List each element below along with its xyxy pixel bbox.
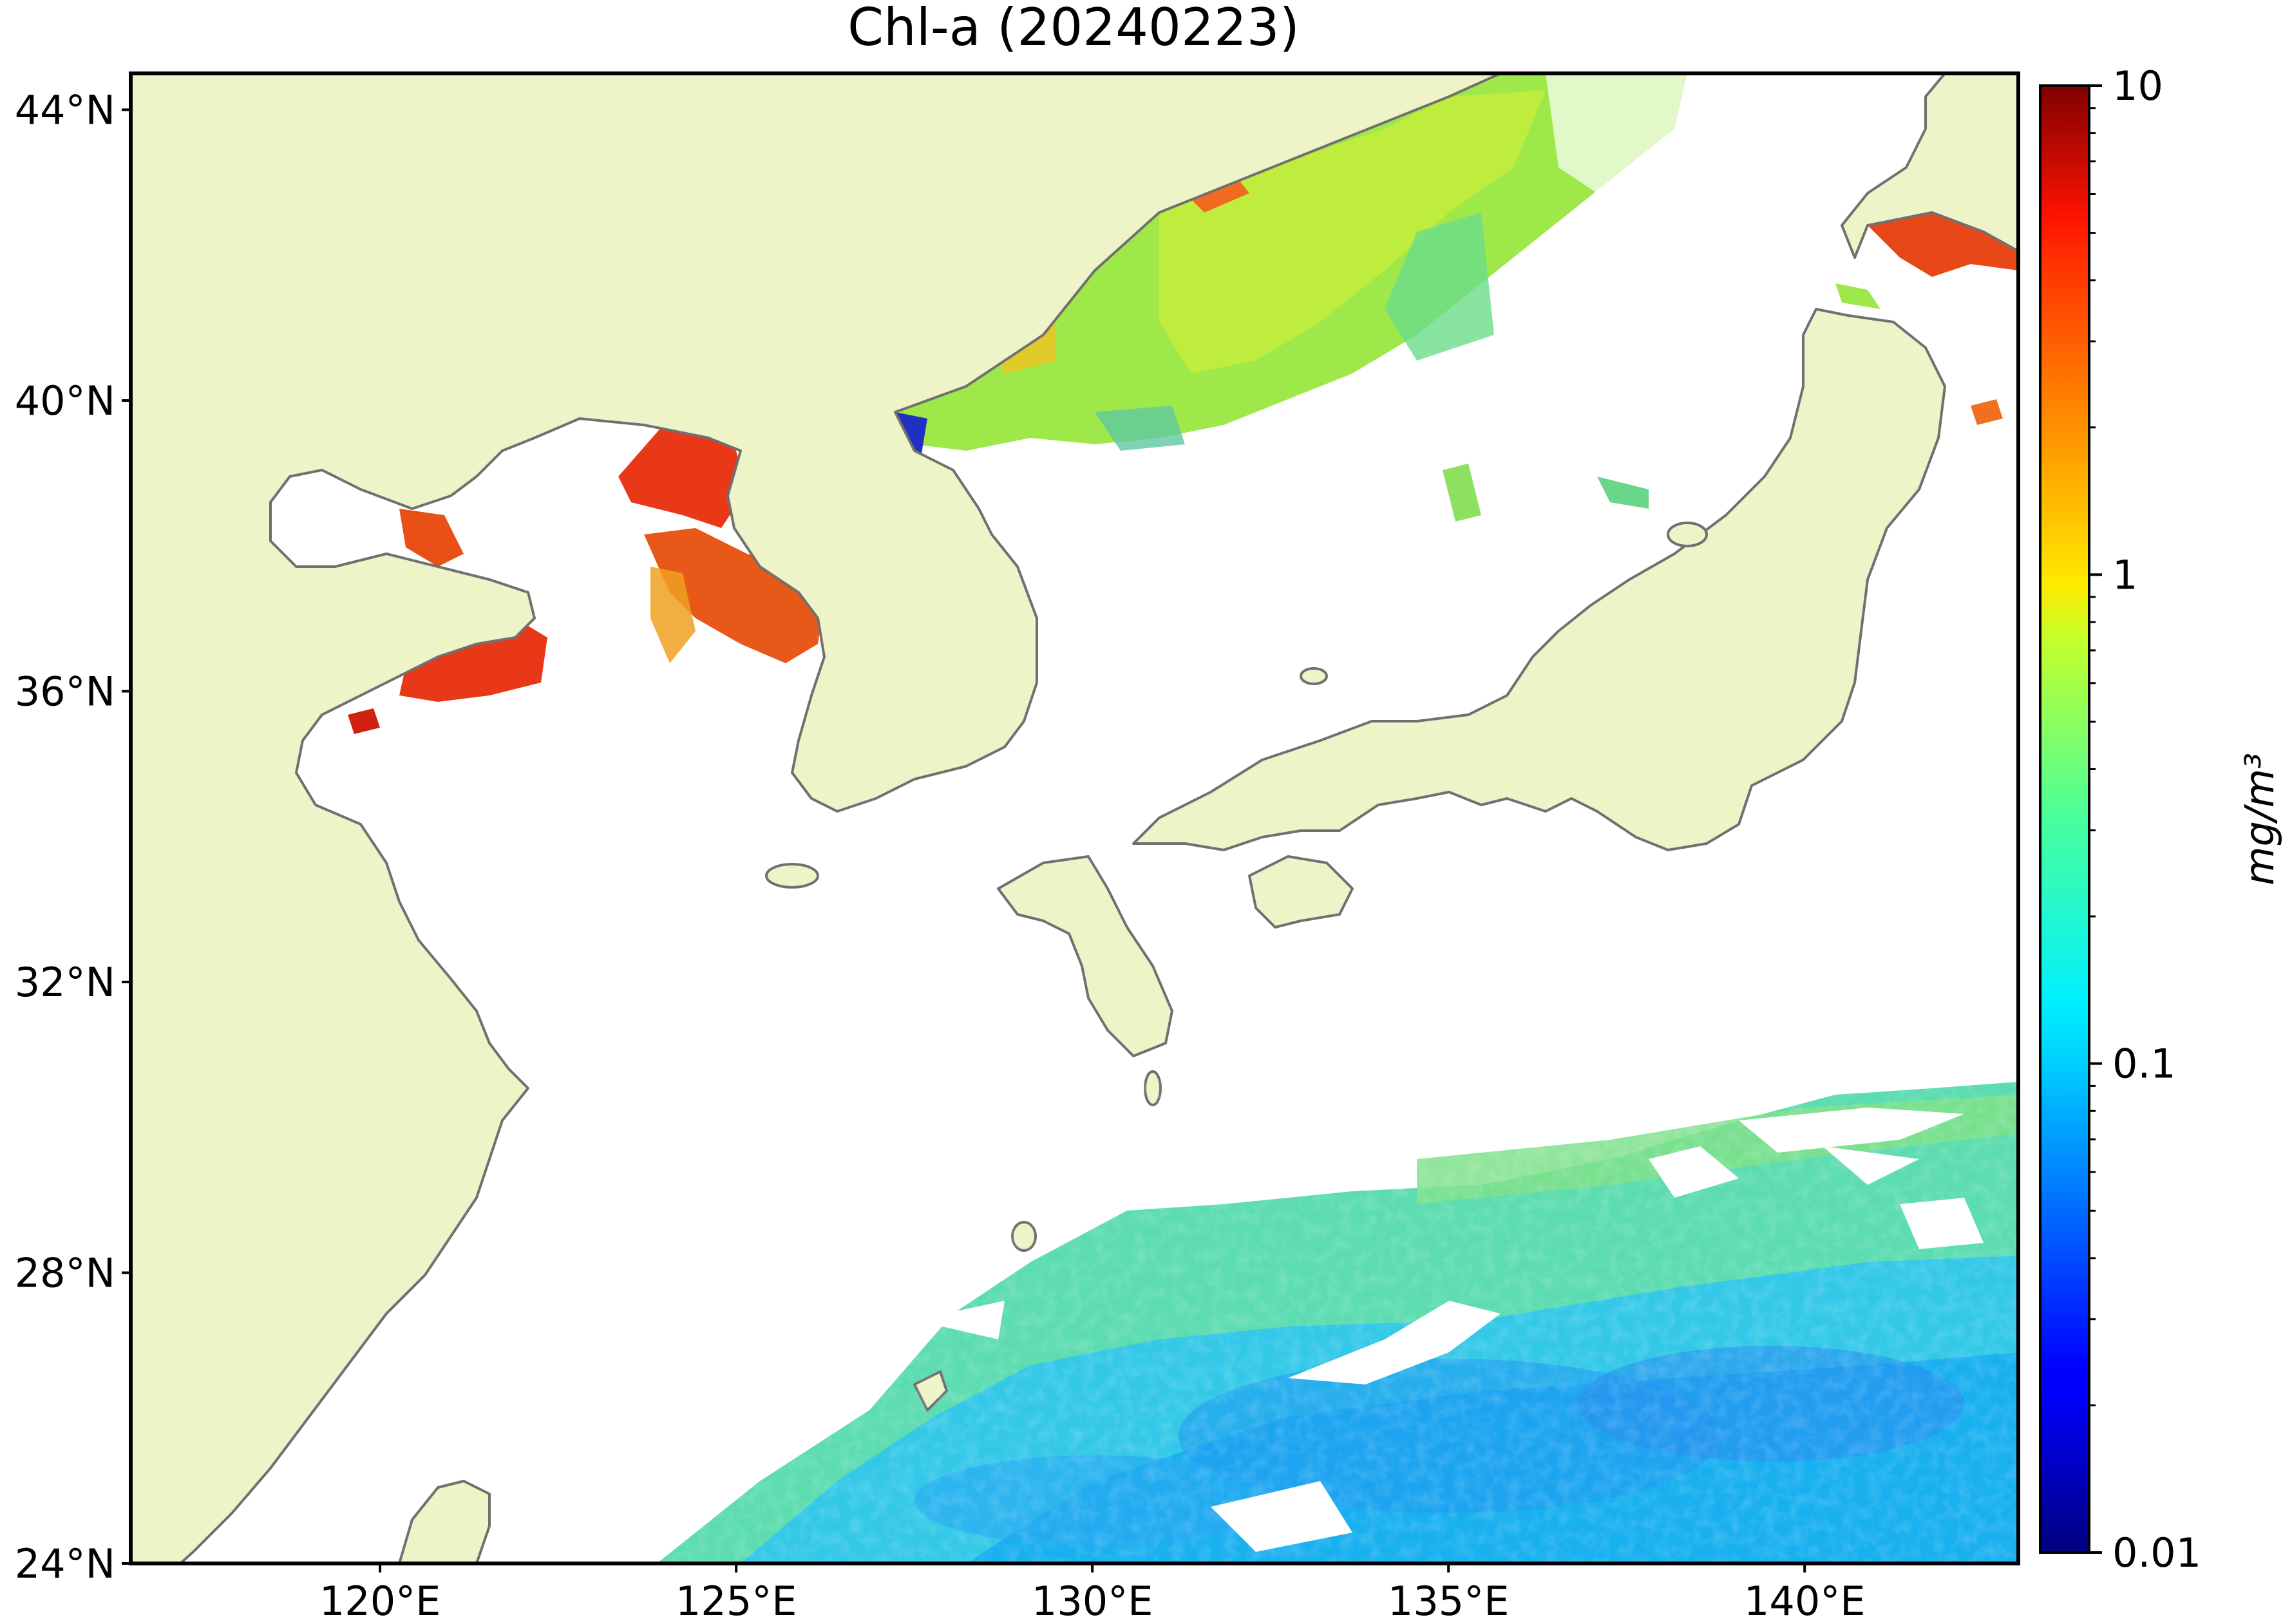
lat-tick-label: 40°N: [15, 377, 115, 424]
data-texture: [644, 1082, 2018, 1563]
honshu: [1132, 308, 1946, 851]
longitude-axis: 120°E 125°E 130°E 135°E 140°E: [319, 1563, 1866, 1624]
chl-patch-1: [1443, 464, 1481, 522]
taiwan: [398, 1480, 491, 1563]
colorbar-tick-label: 10: [2112, 62, 2163, 109]
colorbar-ticks: 10 1 0.1 0.01: [2089, 62, 2201, 1576]
lon-tick-label: 130°E: [1032, 1578, 1153, 1624]
kyushu: [997, 855, 1173, 1057]
lat-tick-label: 24°N: [15, 1540, 115, 1587]
hokkaido: [1841, 73, 2018, 259]
jeju-island: [765, 863, 819, 889]
chl-patch-2: [1597, 477, 1649, 509]
colorbar-tick-label: 1: [2112, 551, 2137, 598]
colorbar-gradient: [2039, 84, 2090, 1554]
sado-island: [1667, 522, 1708, 547]
latitude-axis: 44°N 40°N 36°N 32°N 28°N 24°N: [15, 86, 131, 1587]
colorbar-tick-label: 0.01: [2112, 1529, 2201, 1576]
lat-tick-label: 44°N: [15, 86, 115, 133]
asian-mainland: [131, 73, 1502, 1563]
chl-sanriku: [1971, 399, 2003, 425]
chl-hokkaido: [1868, 212, 2018, 277]
oki-island: [1300, 667, 1328, 685]
colorbar-label: mg/m³: [2236, 753, 2283, 885]
land: [131, 73, 2018, 1563]
lat-tick-label: 32°N: [15, 959, 115, 1006]
lon-tick-label: 135°E: [1388, 1578, 1510, 1624]
map-frame: [129, 71, 2020, 1565]
chl-hokkaido-south: [1835, 283, 1880, 309]
chl-sea-of-japan: [895, 73, 1687, 457]
lon-tick-label: 140°E: [1744, 1578, 1866, 1624]
colorbar-tick-label: 0.1: [2112, 1041, 2176, 1088]
map-title: Chl-a (20240223): [848, 0, 1300, 57]
shikoku: [1248, 855, 1354, 929]
lat-tick-label: 28°N: [15, 1249, 115, 1296]
lat-tick-label: 36°N: [15, 668, 115, 715]
lon-tick-label: 120°E: [319, 1578, 441, 1624]
lon-tick-label: 125°E: [676, 1578, 797, 1624]
